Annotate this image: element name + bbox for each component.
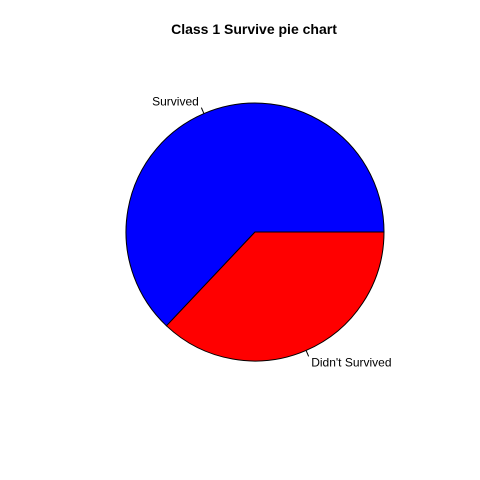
slice-label: Survived — [152, 95, 199, 109]
chart-title: Class 1 Survive pie chart — [171, 21, 337, 37]
slice-label: Didn't Survived — [311, 355, 391, 369]
pie-slice-survived — [125, 102, 385, 327]
slice-label-tick — [305, 350, 310, 357]
slice-label-tick — [200, 107, 205, 114]
